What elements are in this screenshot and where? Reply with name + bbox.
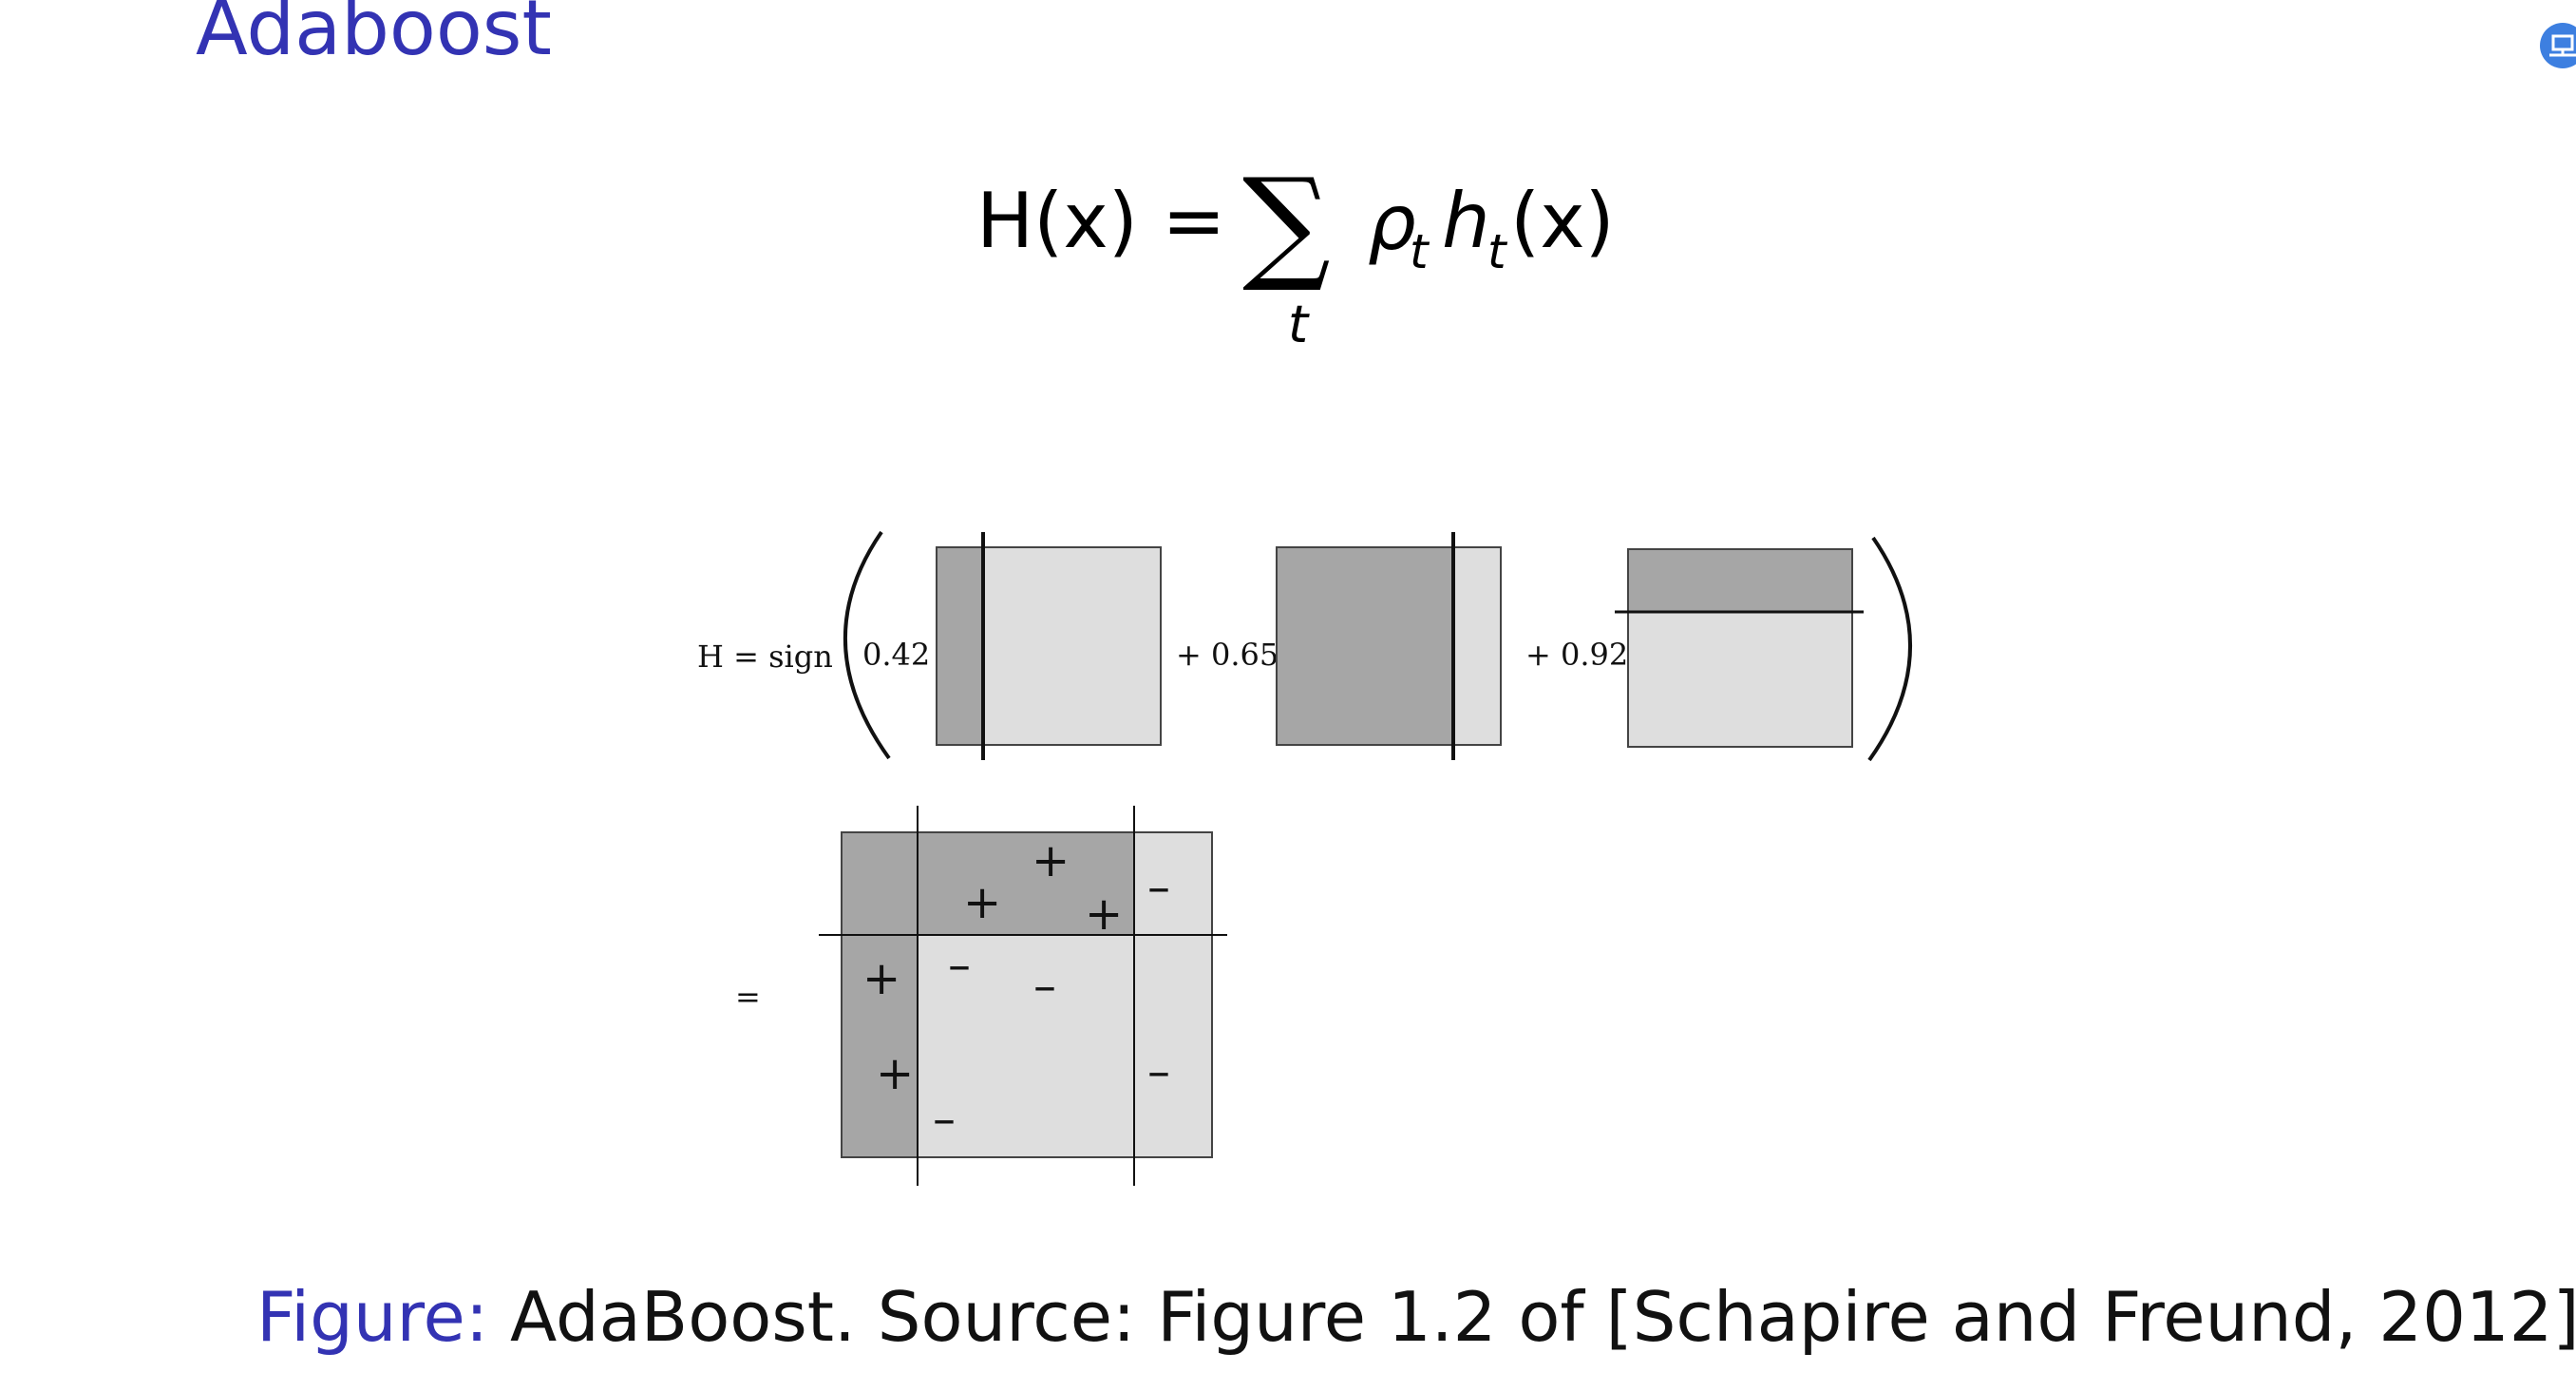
weight-2: + 0.65 bbox=[1176, 637, 1279, 673]
equals-sign: = bbox=[735, 979, 761, 1015]
figure-caption: Figure: AdaBoost. Source: Figure 1.2 of … bbox=[256, 1283, 2576, 1351]
minus-point: – bbox=[948, 939, 971, 992]
weight-3: + 0.92 bbox=[1525, 637, 1628, 673]
minus-point: – bbox=[933, 1093, 956, 1146]
sum-index: t bbox=[1288, 295, 1310, 354]
caption-prefix: Figure: bbox=[256, 1277, 489, 1357]
weak-classifier-2 bbox=[1276, 532, 1502, 760]
plus-point: + bbox=[862, 952, 900, 1005]
classifier-argument: (x) bbox=[1510, 177, 1615, 265]
classifier-subscript: t bbox=[1487, 224, 1508, 279]
formula-lhs: H(x) = bbox=[976, 177, 1225, 265]
caption-text: AdaBoost. Source: Figure 1.2 of [Schapir… bbox=[488, 1277, 2576, 1357]
weight-rho: ρ bbox=[1368, 179, 1416, 267]
slide-title: Adaboost bbox=[196, 0, 552, 72]
sum-symbol: ∑ bbox=[1242, 162, 1331, 295]
combined-classifier: + + + – + – – + – – bbox=[819, 806, 1227, 1186]
weight-subscript: t bbox=[1410, 224, 1430, 279]
plus-point: + bbox=[1085, 887, 1123, 941]
plus-point: + bbox=[963, 876, 1001, 929]
weak-classifier-3 bbox=[1615, 548, 1864, 748]
weak-classifier-1 bbox=[936, 532, 1162, 760]
plus-point: + bbox=[876, 1047, 914, 1100]
left-big-paren bbox=[843, 530, 891, 760]
adaboost-formula: H(x) = ∑ t ρ t h t (x) bbox=[976, 162, 1615, 354]
right-big-paren bbox=[1867, 536, 1912, 762]
plus-point: + bbox=[1032, 834, 1070, 887]
minus-point: – bbox=[1147, 1045, 1170, 1098]
presentation-nav-icon[interactable] bbox=[2540, 23, 2576, 68]
minus-point: – bbox=[1147, 861, 1170, 914]
weight-1: 0.42 bbox=[862, 637, 930, 673]
classifier-h: h bbox=[1442, 177, 1490, 265]
sign-label: H = sign bbox=[697, 638, 833, 675]
minus-point: – bbox=[1033, 960, 1056, 1013]
